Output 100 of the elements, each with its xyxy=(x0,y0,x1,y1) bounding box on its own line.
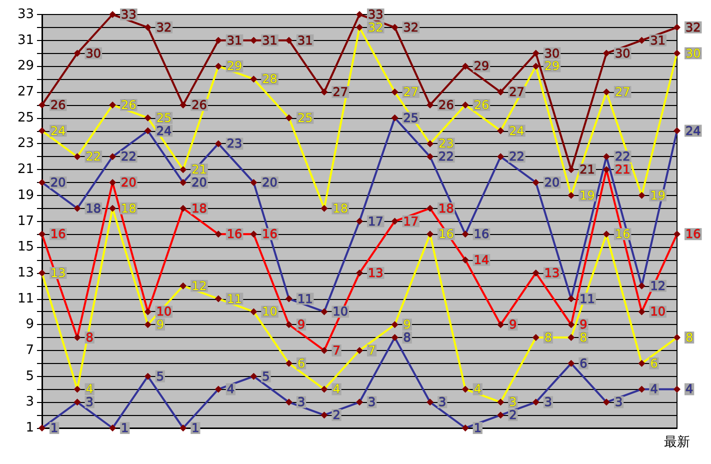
data-label: 5 xyxy=(262,369,270,384)
point xyxy=(391,24,398,31)
data-label: 27 xyxy=(509,85,524,100)
data-label: 24 xyxy=(50,124,66,138)
y-tick-label: 9 xyxy=(26,317,34,332)
data-label: 22 xyxy=(438,150,454,164)
point xyxy=(602,50,610,57)
data-label: 10 xyxy=(262,304,278,319)
data-label: 31 xyxy=(226,33,242,48)
data-label: 23 xyxy=(438,136,454,151)
data-label: 18 xyxy=(86,201,102,216)
data-label: 22 xyxy=(509,150,524,164)
data-label: 16 xyxy=(474,227,490,242)
data-label: 13 xyxy=(544,266,560,280)
data-label: 32 xyxy=(368,20,384,34)
data-label: 9 xyxy=(156,318,164,332)
data-label: 4 xyxy=(474,382,482,396)
point xyxy=(285,36,292,44)
data-label: 3 xyxy=(509,395,517,410)
data-label: 18 xyxy=(192,201,207,216)
point xyxy=(426,101,434,108)
data-label: 16 xyxy=(262,227,278,242)
data-label: 7 xyxy=(332,343,340,358)
data-label: 20 xyxy=(192,175,207,190)
data-label: 3 xyxy=(614,395,623,410)
data-label: 27 xyxy=(614,85,630,100)
point xyxy=(497,88,504,96)
y-tick-label: 27 xyxy=(17,84,34,100)
data-label: 26 xyxy=(438,98,454,112)
data-label: 18 xyxy=(121,201,136,216)
data-label: 20 xyxy=(262,175,278,190)
data-label: 11 xyxy=(226,292,242,306)
data-label: 8 xyxy=(403,330,411,345)
data-label: 29 xyxy=(544,59,560,74)
data-label: 10 xyxy=(332,304,348,319)
data-label: 1 xyxy=(474,421,482,435)
data-label: 6 xyxy=(297,356,306,370)
data-label: 4 xyxy=(226,382,235,396)
data-label: 22 xyxy=(86,150,102,164)
data-label: 10 xyxy=(650,304,666,319)
y-tick-label: 7 xyxy=(26,342,34,358)
data-label: 26 xyxy=(50,98,66,112)
point xyxy=(74,50,81,57)
y-tick-label: 11 xyxy=(17,291,34,306)
data-label: 5 xyxy=(156,369,164,384)
data-label: 2 xyxy=(332,408,340,422)
data-label: 24 xyxy=(156,124,172,138)
data-label: 16 xyxy=(226,227,242,242)
y-tick-label: 23 xyxy=(17,136,34,152)
data-label: 20 xyxy=(121,175,136,190)
data-label: 30 xyxy=(86,46,102,60)
data-label: 8 xyxy=(86,330,94,345)
data-label: 16 xyxy=(50,227,66,242)
point xyxy=(638,36,646,44)
data-label: 6 xyxy=(650,356,658,370)
data-label: 10 xyxy=(156,304,172,319)
y-tick-label: 33 xyxy=(17,7,34,22)
data-label: 21 xyxy=(580,162,595,177)
data-label: 30 xyxy=(614,46,630,60)
y-tick-label: 17 xyxy=(17,214,34,229)
y-tick-label: 13 xyxy=(17,265,34,280)
data-label: 18 xyxy=(332,201,348,216)
data-label: 24 xyxy=(686,124,701,138)
y-tick-label: 3 xyxy=(26,394,34,410)
data-label: 2 xyxy=(509,408,517,422)
data-label: 11 xyxy=(580,292,595,306)
data-label: 21 xyxy=(614,162,630,177)
data-label: 4 xyxy=(332,382,340,396)
data-label: 22 xyxy=(121,150,136,164)
point xyxy=(250,36,258,44)
data-label: 32 xyxy=(156,20,172,34)
data-label: 25 xyxy=(297,110,313,125)
data-label: 3 xyxy=(86,395,94,410)
point xyxy=(109,11,116,18)
data-label: 32 xyxy=(686,20,701,34)
data-label: 8 xyxy=(544,330,552,345)
data-label: 19 xyxy=(580,188,595,202)
data-label: 33 xyxy=(368,8,384,22)
data-label: 9 xyxy=(403,318,411,332)
data-label: 14 xyxy=(474,253,490,268)
data-label: 3 xyxy=(438,395,446,410)
data-label: 16 xyxy=(686,227,701,242)
y-tick-label: 5 xyxy=(26,368,34,384)
data-label: 26 xyxy=(474,98,490,112)
data-label: 26 xyxy=(121,98,136,112)
data-label: 12 xyxy=(650,278,666,293)
point xyxy=(144,24,152,31)
y-tick-label: 31 xyxy=(17,32,34,48)
point xyxy=(320,88,328,96)
data-label: 1 xyxy=(192,421,200,435)
data-label: 28 xyxy=(262,72,278,86)
data-label: 18 xyxy=(438,201,454,216)
data-label: 8 xyxy=(686,330,694,345)
point xyxy=(674,24,680,31)
point xyxy=(214,36,222,44)
data-label: 13 xyxy=(50,266,66,280)
data-label: 27 xyxy=(332,85,348,100)
data-label: 4 xyxy=(86,382,94,396)
data-label: 7 xyxy=(368,343,376,358)
data-label: 30 xyxy=(686,46,701,60)
